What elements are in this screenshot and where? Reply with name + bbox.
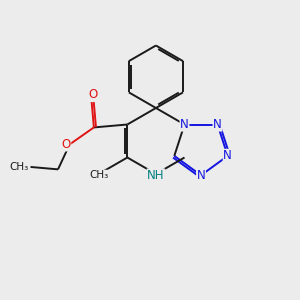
Text: N: N bbox=[213, 118, 222, 131]
Text: CH₃: CH₃ bbox=[10, 162, 29, 172]
Text: CH₃: CH₃ bbox=[90, 170, 109, 180]
Text: NH: NH bbox=[147, 169, 165, 182]
Text: O: O bbox=[61, 138, 71, 151]
Text: N: N bbox=[180, 118, 189, 131]
Text: N: N bbox=[223, 149, 232, 162]
Text: N: N bbox=[196, 169, 206, 182]
Text: O: O bbox=[88, 88, 98, 101]
